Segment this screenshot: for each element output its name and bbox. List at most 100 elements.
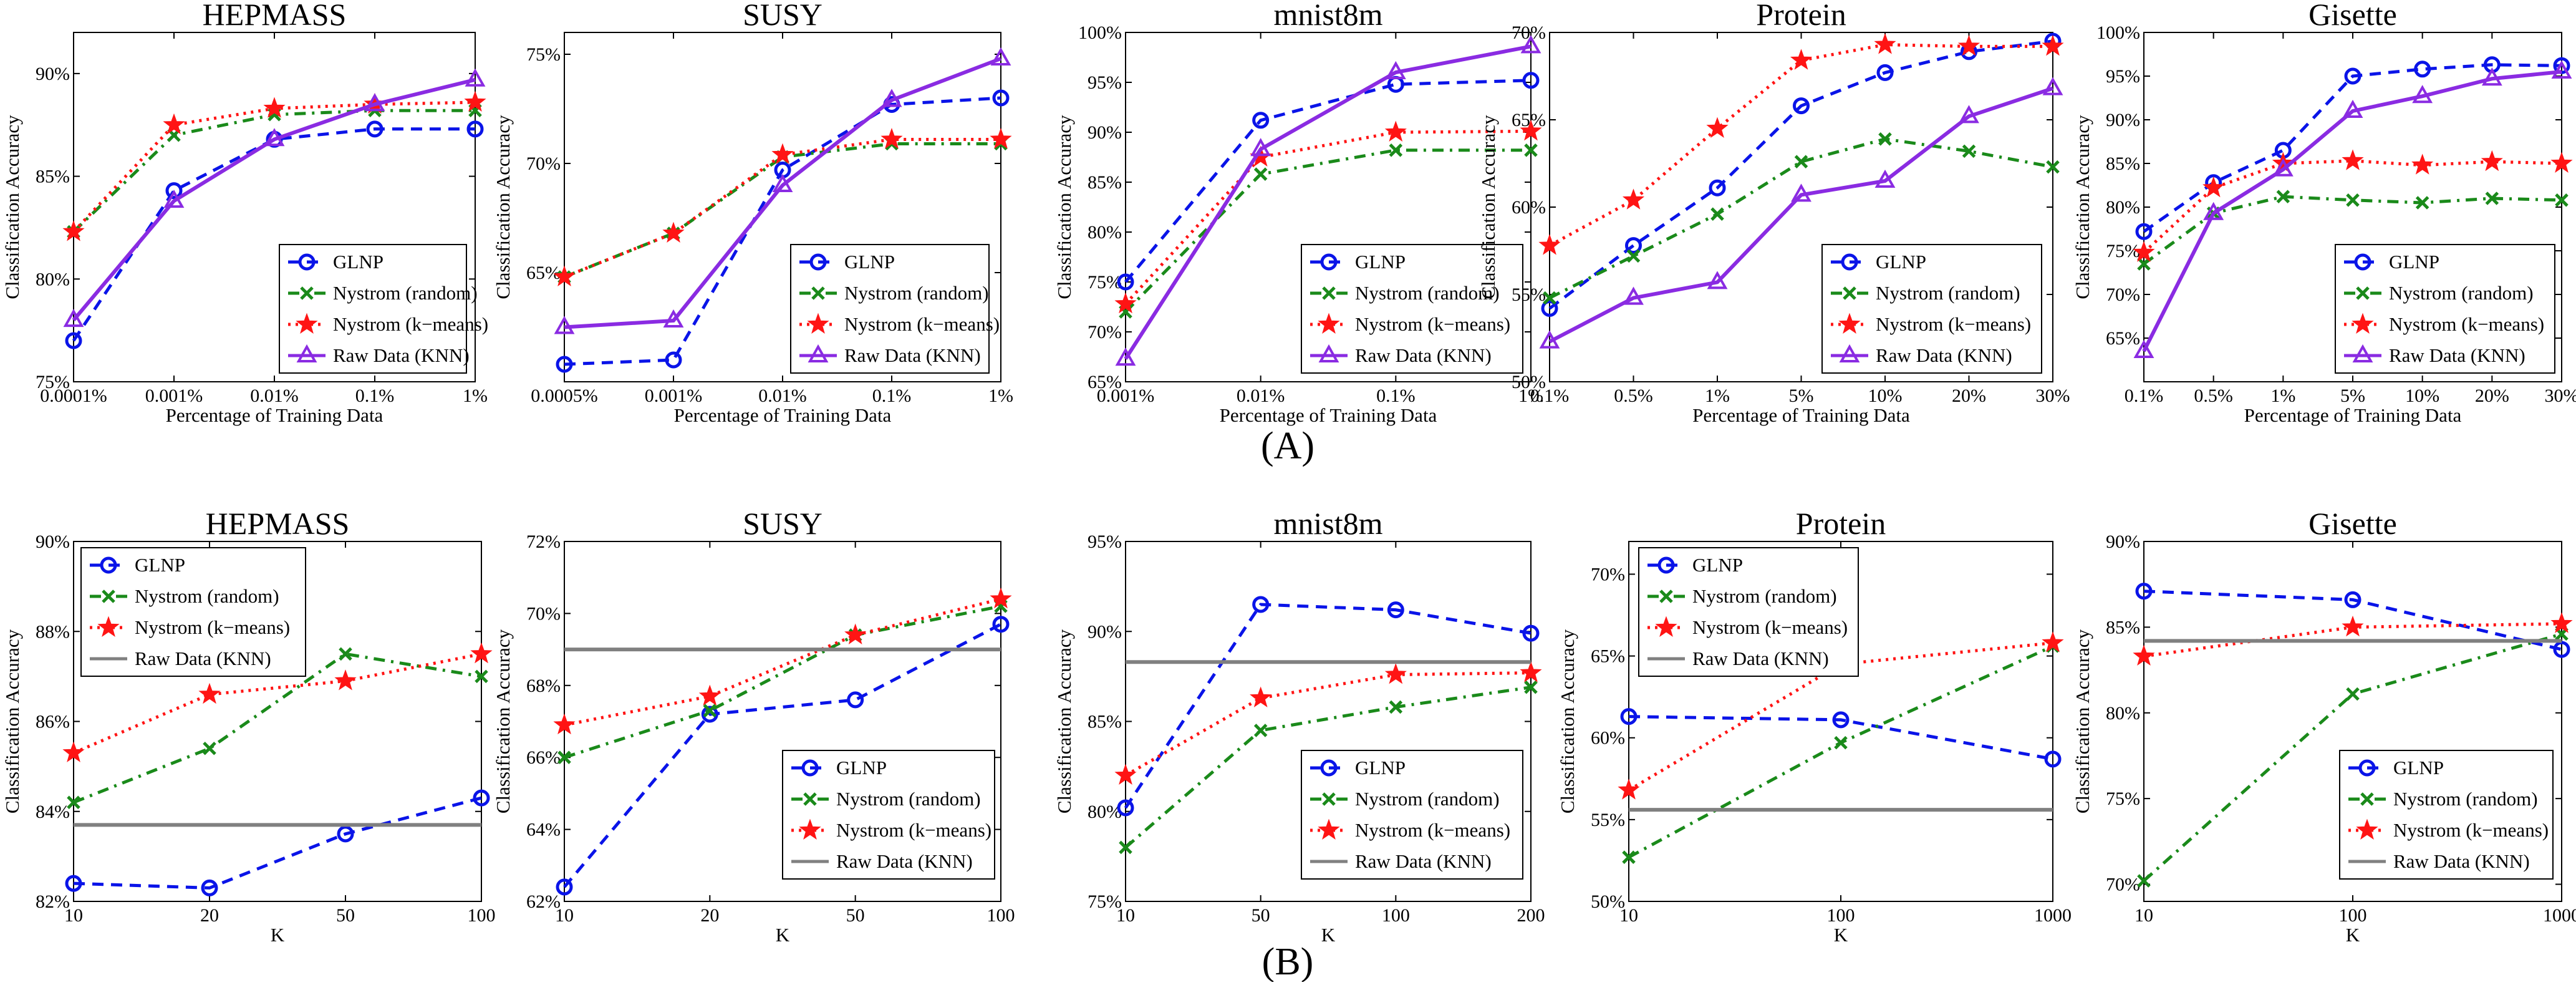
y-tick-label: 72% [526,531,561,552]
legend-entry: Nystrom (random) [135,585,279,607]
y-tick-label: 65% [526,263,561,283]
legend-entry: Raw Data (KNN) [1692,648,1829,669]
y-tick-label: 50% [1512,372,1546,392]
y-axis-label: Classification Accuracy [492,629,514,813]
chart-title: Protein [1796,506,1886,541]
x-axis-label: Percentage of Training Data [166,404,384,426]
legend-entry: Nystrom (random) [333,282,478,304]
x-tick-label: 50 [1252,905,1270,926]
y-tick-label: 80% [2106,197,2140,218]
y-tick-label: 60% [1591,728,1625,749]
chart-panel-1: HEPMASS0.0001%0.001%0.01%0.1%1%75%80%85%… [1,0,488,426]
series-glnp [1622,710,2060,766]
legend-entry: Raw Data (KNN) [844,344,981,366]
legend: GLNP Nystrom (random) Nystrom (k−means) Raw… [279,245,488,373]
legend-entry: Raw Data (KNN) [2389,344,2525,366]
data-point [2343,616,2363,636]
x-tick-label: 100 [2339,905,2367,926]
y-tick-label: 70% [1591,564,1625,585]
x-tick-label: 0.5% [1614,386,1653,406]
x-tick-label: 200 [1517,905,1545,926]
y-tick-label: 55% [1512,284,1546,305]
x-tick-label: 100 [1827,905,1855,926]
series-line [1629,717,2053,759]
x-tick-label: 0.5% [2194,386,2233,406]
legend-entry: Raw Data (KNN) [1876,344,2012,366]
x-tick-label: 0.1% [2125,386,2164,406]
data-point [1875,34,1895,54]
y-tick-label: 90% [36,531,70,552]
legend-entry: GLNP [2389,251,2439,273]
x-tick-label: 1% [2270,386,2295,406]
legend-entry: Nystrom (random) [2393,788,2538,810]
x-tick-label: 0.01% [1237,386,1285,406]
legend-entry: Nystrom (k−means) [2393,819,2549,841]
legend-entry: Raw Data (KNN) [135,648,271,669]
y-tick-label: 90% [2106,531,2140,552]
legend-entry: Nystrom (k−means) [333,313,488,335]
series-line [1550,45,2053,246]
legend-entry: Raw Data (KNN) [333,344,470,366]
legend-entry: Nystrom (k−means) [1876,313,2031,335]
x-tick-label: 50 [336,905,355,926]
data-point [846,624,866,644]
legend-entry: Nystrom (random) [844,282,989,304]
data-point [1712,208,1723,220]
y-tick-label: 85% [2106,153,2140,174]
x-axis-label: Percentage of Training Data [1692,404,1910,426]
y-tick-label: 70% [526,603,561,624]
series-nystrom-k-means- [2134,613,2572,665]
y-tick-label: 84% [36,802,70,822]
chart-title: Gisette [2308,506,2397,541]
x-tick-label: 10% [1868,386,1903,406]
y-tick-label: 75% [2106,241,2140,261]
y-tick-label: 86% [36,712,70,732]
y-axis-label: Classification Accuracy [1477,115,1499,299]
y-tick-label: 60% [1512,197,1546,218]
legend-entry: Nystrom (random) [2389,282,2534,304]
x-tick-label: 0.0005% [531,386,598,406]
x-tick-label: 50 [846,905,865,926]
chart-title: Gisette [2308,0,2397,32]
x-tick-label: 30% [2036,386,2070,406]
legend-entry: Raw Data (KNN) [836,850,973,872]
x-tick-label: 100 [987,905,1015,926]
data-point [663,223,683,242]
y-tick-label: 85% [36,167,70,187]
y-tick-label: 95% [1088,531,1122,552]
data-point [2347,195,2358,206]
data-point [2482,151,2502,170]
y-axis-label: Classification Accuracy [1556,629,1578,813]
x-tick-label: 1000 [2543,905,2576,926]
y-tick-label: 85% [2106,617,2140,638]
data-point [164,114,184,133]
y-tick-label: 55% [1591,810,1625,830]
chart-title: mnist8m [1273,506,1382,541]
x-axis-label: Percentage of Training Data [1220,404,1437,426]
y-tick-label: 70% [526,153,561,174]
panel-label-b: (B) [1262,941,1314,982]
y-axis-label: Classification Accuracy [1053,115,1075,299]
legend-entry: GLNP [1876,251,1926,273]
legend-entry: Nystrom (k−means) [2389,313,2544,335]
data-point [2347,689,2358,700]
legend-entry: GLNP [333,251,384,273]
series-line [564,606,1001,757]
series-line [74,798,481,888]
y-tick-label: 62% [526,891,561,912]
legend-entry: Raw Data (KNN) [1355,344,1492,366]
data-point [1251,687,1271,707]
y-tick-label: 100% [1078,22,1122,43]
series-line [1629,646,2053,857]
legend-entry: Nystrom (random) [1355,788,1500,810]
y-tick-label: 80% [36,269,70,289]
x-axis-label: K [776,924,790,946]
legend-entry: GLNP [1355,757,1406,779]
series-line [2144,161,2562,253]
legend-entry: Nystrom (k−means) [844,313,1000,335]
